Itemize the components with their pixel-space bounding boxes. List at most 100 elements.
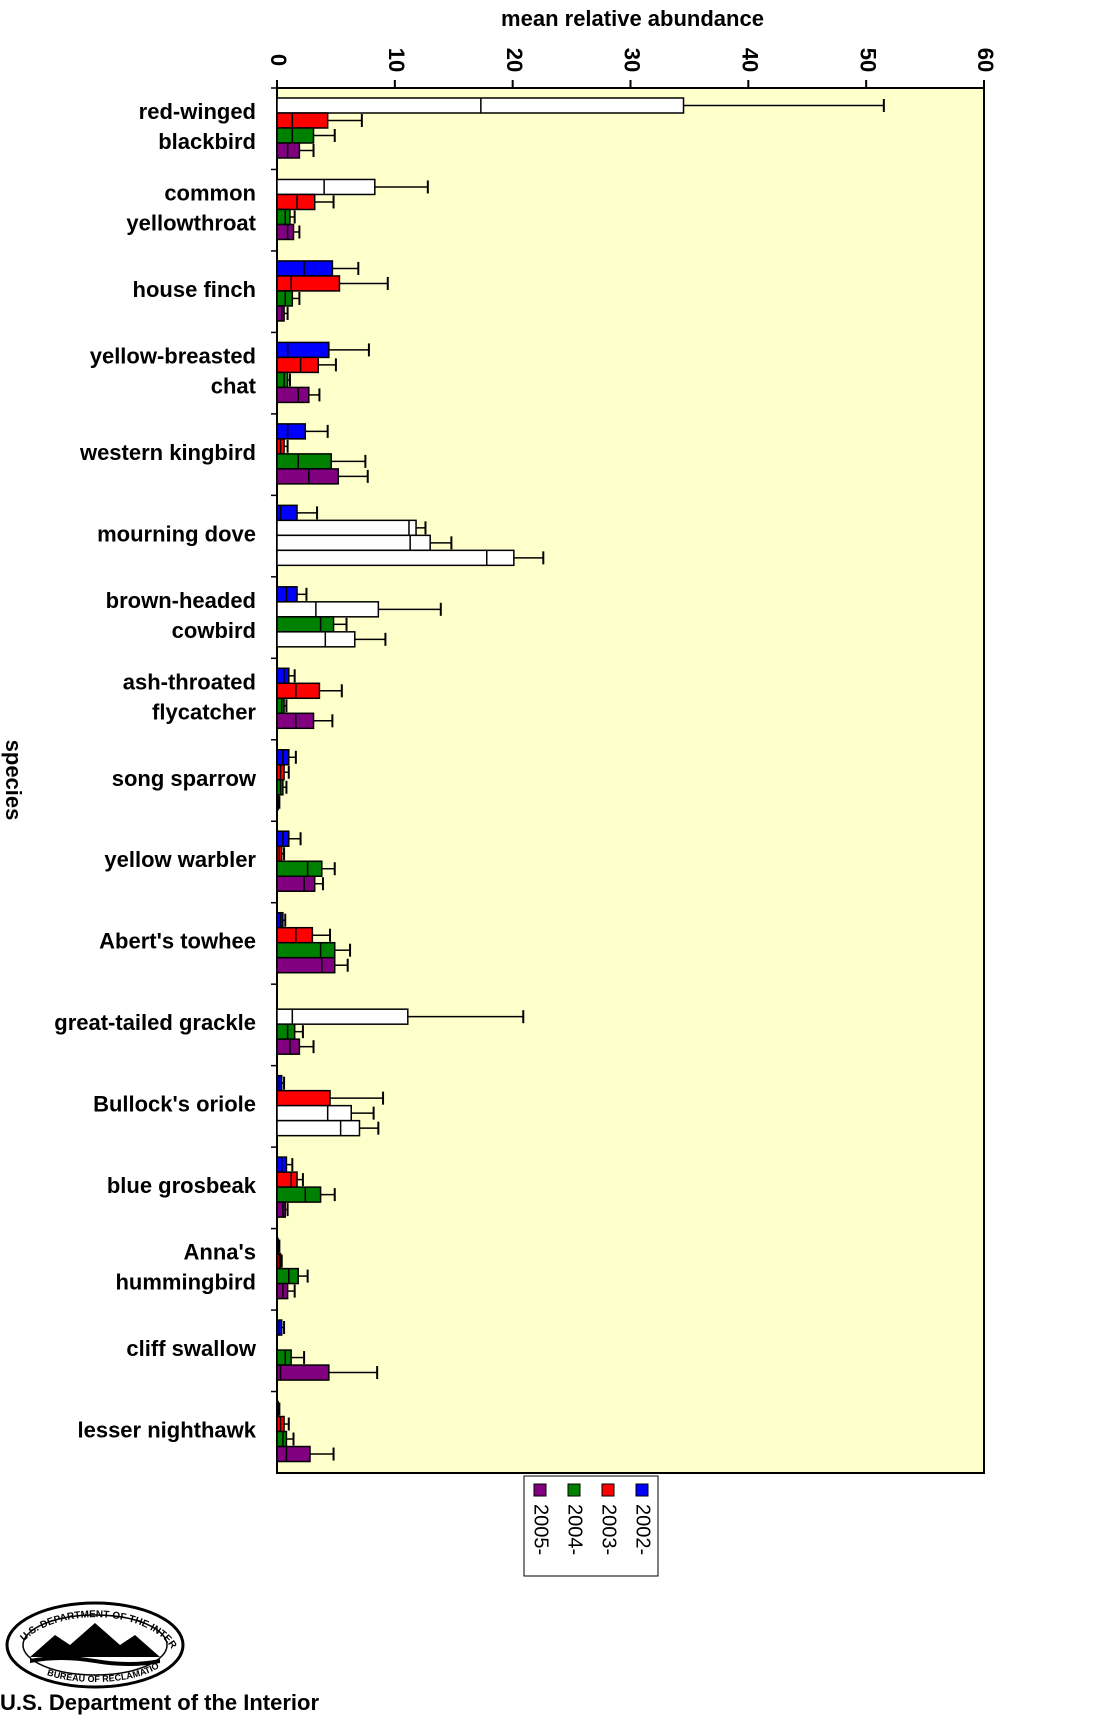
y-axis-label: species xyxy=(1,740,26,821)
species-label-line: Abert's towhee xyxy=(99,929,256,954)
x-axis: 0 10 20 30 40 50 60 xyxy=(266,48,998,88)
bars xyxy=(271,87,885,1463)
species-label-line: red-winged xyxy=(139,99,256,124)
bar xyxy=(276,1349,292,1366)
bar xyxy=(276,178,376,196)
species-label: great-tailed grackle xyxy=(54,1010,256,1035)
species-label-line: house finch xyxy=(133,277,256,302)
legend-label: 2003- xyxy=(598,1504,620,1555)
x-tick-label: 30 xyxy=(620,48,645,72)
water-icon xyxy=(30,1656,160,1666)
bar xyxy=(276,386,310,404)
species-label: blue grosbeak xyxy=(107,1173,257,1198)
species-label: yellow warbler xyxy=(104,847,256,872)
bar xyxy=(276,1186,322,1203)
seal-logo: U.S. DEPARTMENT OF THE INTERIOR BUREAU O… xyxy=(0,1595,185,1689)
bar xyxy=(276,275,341,292)
species-label-line: common xyxy=(164,180,256,205)
bar xyxy=(276,193,316,211)
species-label-line: song sparrow xyxy=(112,766,257,791)
legend-swatch xyxy=(601,1483,615,1497)
species-label-line: Anna's xyxy=(184,1239,256,1264)
species-label-line: Bullock's oriole xyxy=(93,1091,256,1116)
bar xyxy=(276,1445,311,1463)
species-label: mourning dove xyxy=(97,521,256,546)
bar xyxy=(276,1430,288,1448)
footer-text: U.S. Department of the Interior xyxy=(0,1690,320,1715)
species-label: Anna's hummingbird xyxy=(115,1239,256,1294)
bar xyxy=(276,223,295,241)
bar xyxy=(276,534,431,552)
species-label: Bullock's oriole xyxy=(93,1091,256,1116)
bar xyxy=(276,519,417,537)
bar xyxy=(276,631,356,648)
bar xyxy=(276,1171,298,1188)
bar xyxy=(276,1038,301,1055)
species-label: ash-throated flycatcher xyxy=(123,669,257,724)
species-label-line: chat xyxy=(211,373,257,398)
species-label-line: ash-throated xyxy=(123,669,256,694)
species-label-line: blackbird xyxy=(158,129,256,154)
bar xyxy=(276,1400,279,1418)
legend-label: 2004- xyxy=(564,1504,586,1555)
bar xyxy=(276,112,329,129)
bar xyxy=(276,794,279,811)
legend: 2005- 2004- 2003- 2002- xyxy=(523,1475,659,1577)
bar xyxy=(276,682,321,700)
species-label-line: brown-headed xyxy=(106,588,256,613)
species-label: common yellowthroat xyxy=(126,180,256,235)
bar xyxy=(276,127,315,144)
bar xyxy=(276,1237,279,1255)
bar xyxy=(276,1364,330,1381)
species-label: lesser nighthawk xyxy=(77,1417,256,1442)
species-labels: red-winged blackbird common yellowthroat hou… xyxy=(54,99,257,1443)
species-label-line: hummingbird xyxy=(115,1269,256,1294)
bar xyxy=(276,468,340,485)
species-label: Abert's towhee xyxy=(99,929,256,954)
bar xyxy=(276,356,319,374)
legend-label: 2005- xyxy=(530,1504,552,1555)
species-label: yellow-breasted chat xyxy=(90,343,257,398)
bar xyxy=(276,1104,352,1122)
bar xyxy=(276,616,335,633)
species-label: red-winged blackbird xyxy=(139,99,256,154)
bar xyxy=(276,667,290,685)
legend-swatch xyxy=(567,1483,581,1497)
species-label: house finch xyxy=(133,277,256,302)
bar xyxy=(276,1089,331,1107)
species-label-line: great-tailed grackle xyxy=(54,1010,256,1035)
x-tick-label: 10 xyxy=(384,48,409,72)
x-tick-label: 0 xyxy=(266,54,291,66)
bar xyxy=(276,926,314,944)
bar xyxy=(276,1201,286,1218)
bar xyxy=(276,1008,409,1025)
species-label-line: blue grosbeak xyxy=(107,1173,257,1198)
bar xyxy=(276,423,307,440)
bar xyxy=(276,1023,296,1040)
species-label-line: yellow-breasted xyxy=(90,343,256,368)
bar xyxy=(276,697,285,715)
bar xyxy=(276,1267,299,1285)
bar xyxy=(276,941,336,959)
x-axis-label: mean relative abundance xyxy=(501,6,764,31)
species-label: brown-headed cowbird xyxy=(106,588,256,643)
x-tick-label: 20 xyxy=(502,48,527,72)
species-label-line: mourning dove xyxy=(97,521,256,546)
x-tick-label: 50 xyxy=(855,48,880,72)
species-label: song sparrow xyxy=(112,766,257,791)
bar xyxy=(276,453,332,470)
bar xyxy=(276,208,291,226)
legend-swatch xyxy=(533,1483,547,1497)
bar xyxy=(276,601,380,618)
bar xyxy=(276,956,336,974)
species-label-line: yellowthroat xyxy=(126,210,256,235)
species-label-line: western kingbird xyxy=(79,440,256,465)
species-label-line: yellow warbler xyxy=(104,847,256,872)
legend-swatch xyxy=(635,1483,649,1497)
species-label-line: flycatcher xyxy=(152,699,256,724)
x-tick-label: 40 xyxy=(738,48,763,72)
species-label: cliff swallow xyxy=(126,1336,256,1361)
bar xyxy=(276,875,316,892)
plot-area xyxy=(276,87,985,1474)
